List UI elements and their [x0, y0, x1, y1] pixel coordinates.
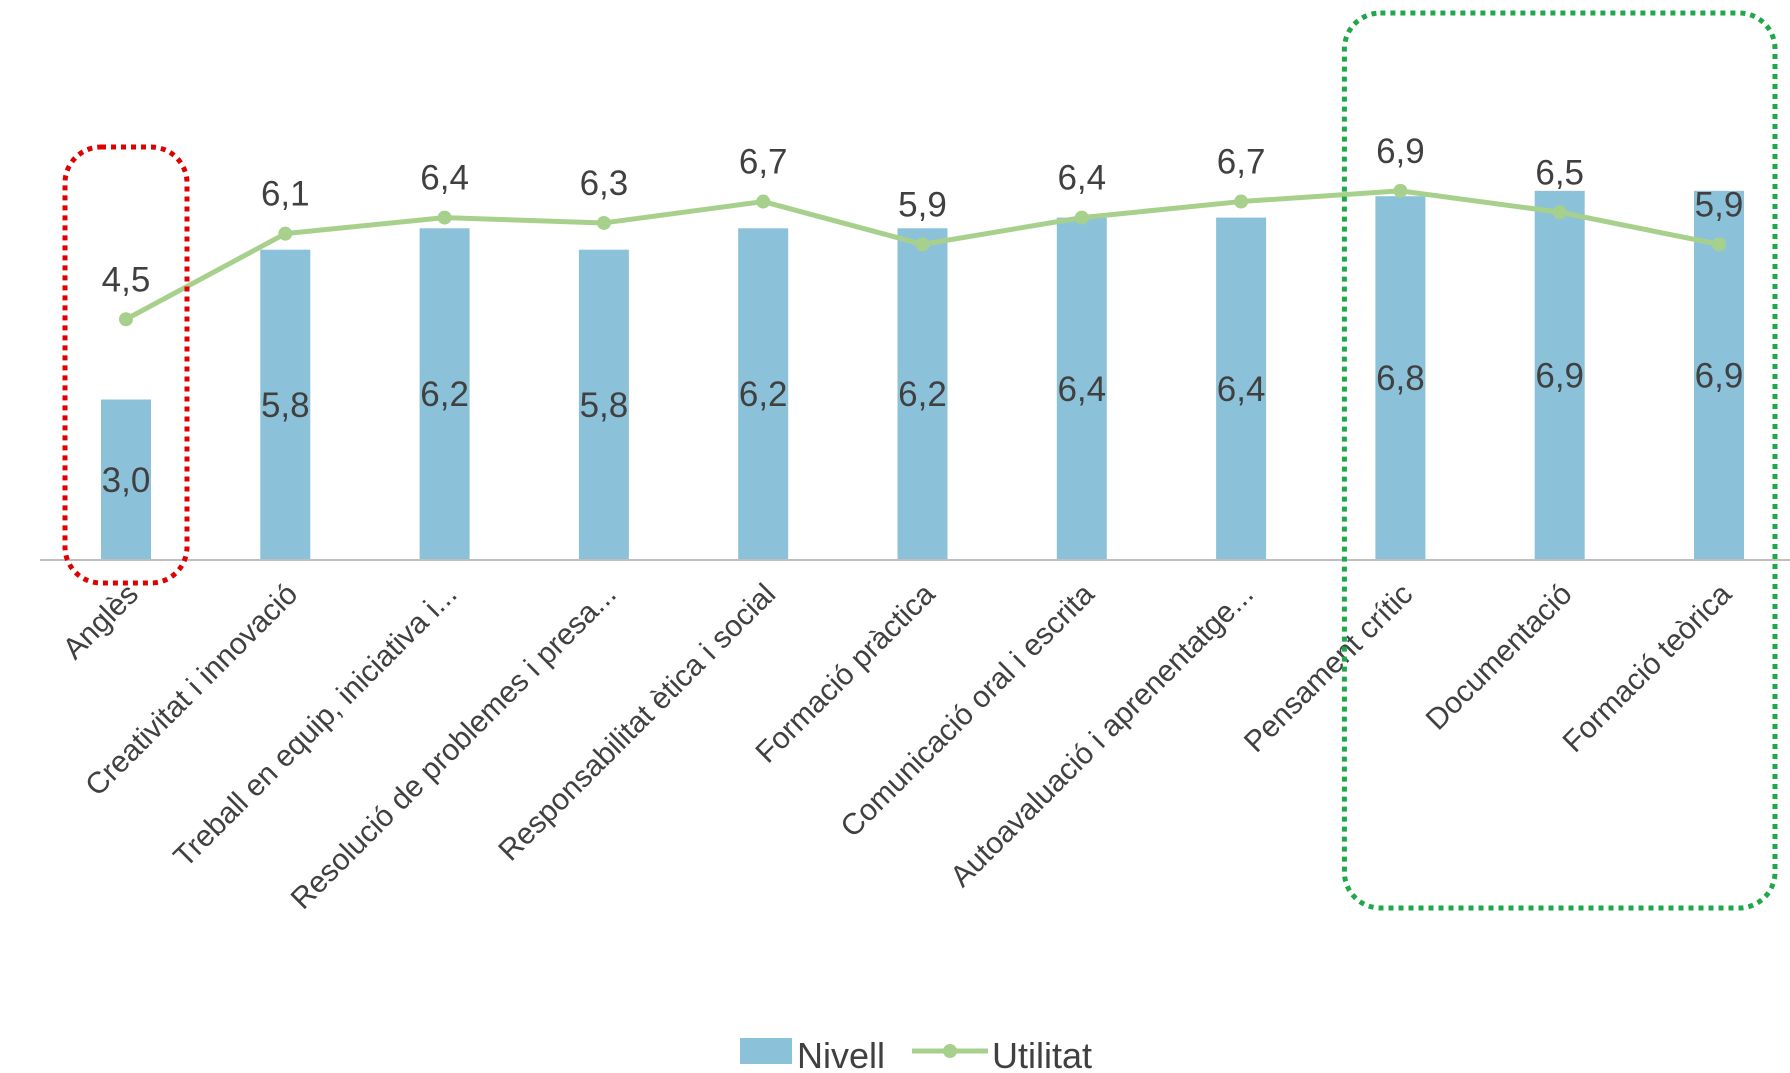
line-value-label: 6,7	[1217, 143, 1266, 182]
legend-nivell-label: Nivell	[797, 1035, 885, 1073]
category-label-treball-en-equip-iniciativa-i: Treball en equip, iniciativa i...	[167, 578, 463, 874]
category-label-formacio-practica: Formació pràctica	[750, 577, 942, 769]
bar-treball-en-equip-iniciativa-i	[419, 228, 470, 561]
line-point-formacio-teorica	[1712, 237, 1726, 252]
line-point-treball-en-equip-iniciativa-i	[437, 210, 452, 225]
highlight-box-2	[1341, 10, 1778, 911]
line-value-label: 6,1	[261, 175, 310, 214]
utilitat-line-series	[119, 183, 1726, 327]
bar-pensament-critic	[1375, 196, 1426, 560]
line-point-pensament-critic	[1393, 183, 1408, 198]
highlight-boxes	[62, 10, 1778, 911]
line-value-label: 6,3	[580, 164, 629, 203]
line-point-autoavaluacio-i-aprenentatge	[1234, 194, 1249, 209]
line-value-label: 4,5	[102, 260, 151, 299]
utilitat-data-labels: 4,5 6,1 6,4 6,3 6,7 5,9 6,4 6,7 6,9 6,5 5,9	[102, 132, 1744, 299]
line-point-comunicacio-oral-i-escrita	[1074, 210, 1089, 225]
bar-documentacio	[1534, 190, 1585, 560]
category-label-formacio-teorica: Formació teòrica	[1557, 577, 1739, 759]
bar-formacio-practica	[897, 228, 948, 561]
line-value-label: 5,9	[898, 185, 947, 224]
line-value-label: 6,5	[1535, 153, 1584, 192]
highlight-box-1	[62, 144, 190, 586]
category-label-resolucio-de-problemes-i-presa: Resolució de problemes i presa...	[285, 578, 623, 916]
bar-value-label: 6,8	[1376, 359, 1425, 398]
bar-angles	[101, 399, 151, 560]
bar-formacio-teorica	[1694, 190, 1744, 560]
nivell-bars	[101, 190, 1744, 561]
line-value-label: 6,4	[420, 159, 469, 198]
line-point-creativitat-i-innovacio	[278, 226, 293, 241]
line-point-resolucio-de-problemes-i-presa	[596, 215, 611, 230]
bar-value-label: 6,2	[420, 375, 469, 414]
bar-value-label: 5,8	[261, 386, 310, 425]
bar-value-label: 6,2	[739, 375, 788, 414]
line-point-documentacio	[1552, 205, 1567, 220]
legend: Nivell Utilitat	[740, 1035, 1092, 1073]
category-label-documentacio: Documentació	[1420, 578, 1579, 737]
bar-autoavaluacio-i-aprenentatge	[1216, 217, 1267, 560]
category-label-comunicacio-oral-i-escrita: Comunicació oral i escrita	[835, 577, 1101, 843]
bar-value-label: 6,4	[1057, 370, 1106, 409]
line-value-label: 6,7	[739, 143, 788, 182]
bar-value-label: 6,2	[898, 375, 947, 414]
bar-value-label: 6,9	[1695, 356, 1744, 395]
bar-value-label: 6,9	[1535, 356, 1584, 395]
bar-comunicacio-oral-i-escrita	[1056, 217, 1107, 560]
nivell-data-labels: 3,0 5,8 6,2 5,8 6,2 6,2 6,4 6,4 6,8 6,9 6,9	[102, 356, 1744, 499]
legend-nivell-swatch	[740, 1038, 792, 1064]
legend-utilitat-label: Utilitat	[992, 1035, 1092, 1073]
line-point-angles	[119, 312, 133, 327]
category-label-responsabilitat-etica-i-social: Responsabilitat ètica i social	[492, 578, 782, 868]
bar-creativitat-i-innovacio	[260, 249, 311, 560]
line-value-label: 5,9	[1695, 185, 1744, 224]
category-label-angles: Anglès	[57, 578, 145, 666]
bar-value-label: 5,8	[580, 386, 629, 425]
line-point-formacio-practica	[915, 237, 930, 252]
bar-resolucio-de-problemes-i-presa	[578, 249, 629, 560]
bar-value-label: 6,4	[1217, 370, 1266, 409]
line-value-label: 6,4	[1057, 159, 1106, 198]
category-label-pensament-critic: Pensament crític	[1238, 578, 1419, 759]
line-point-responsabilitat-etica-i-social	[756, 194, 771, 209]
bar-value-label: 3,0	[102, 461, 151, 500]
category-label-autoavaluacio-i-aprenentatge: Autoavaluació i aprenentatge...	[944, 578, 1260, 894]
legend-utilitat-marker	[943, 1044, 957, 1058]
bar-responsabilitat-etica-i-social	[738, 228, 789, 561]
line-value-label: 6,9	[1376, 132, 1425, 171]
